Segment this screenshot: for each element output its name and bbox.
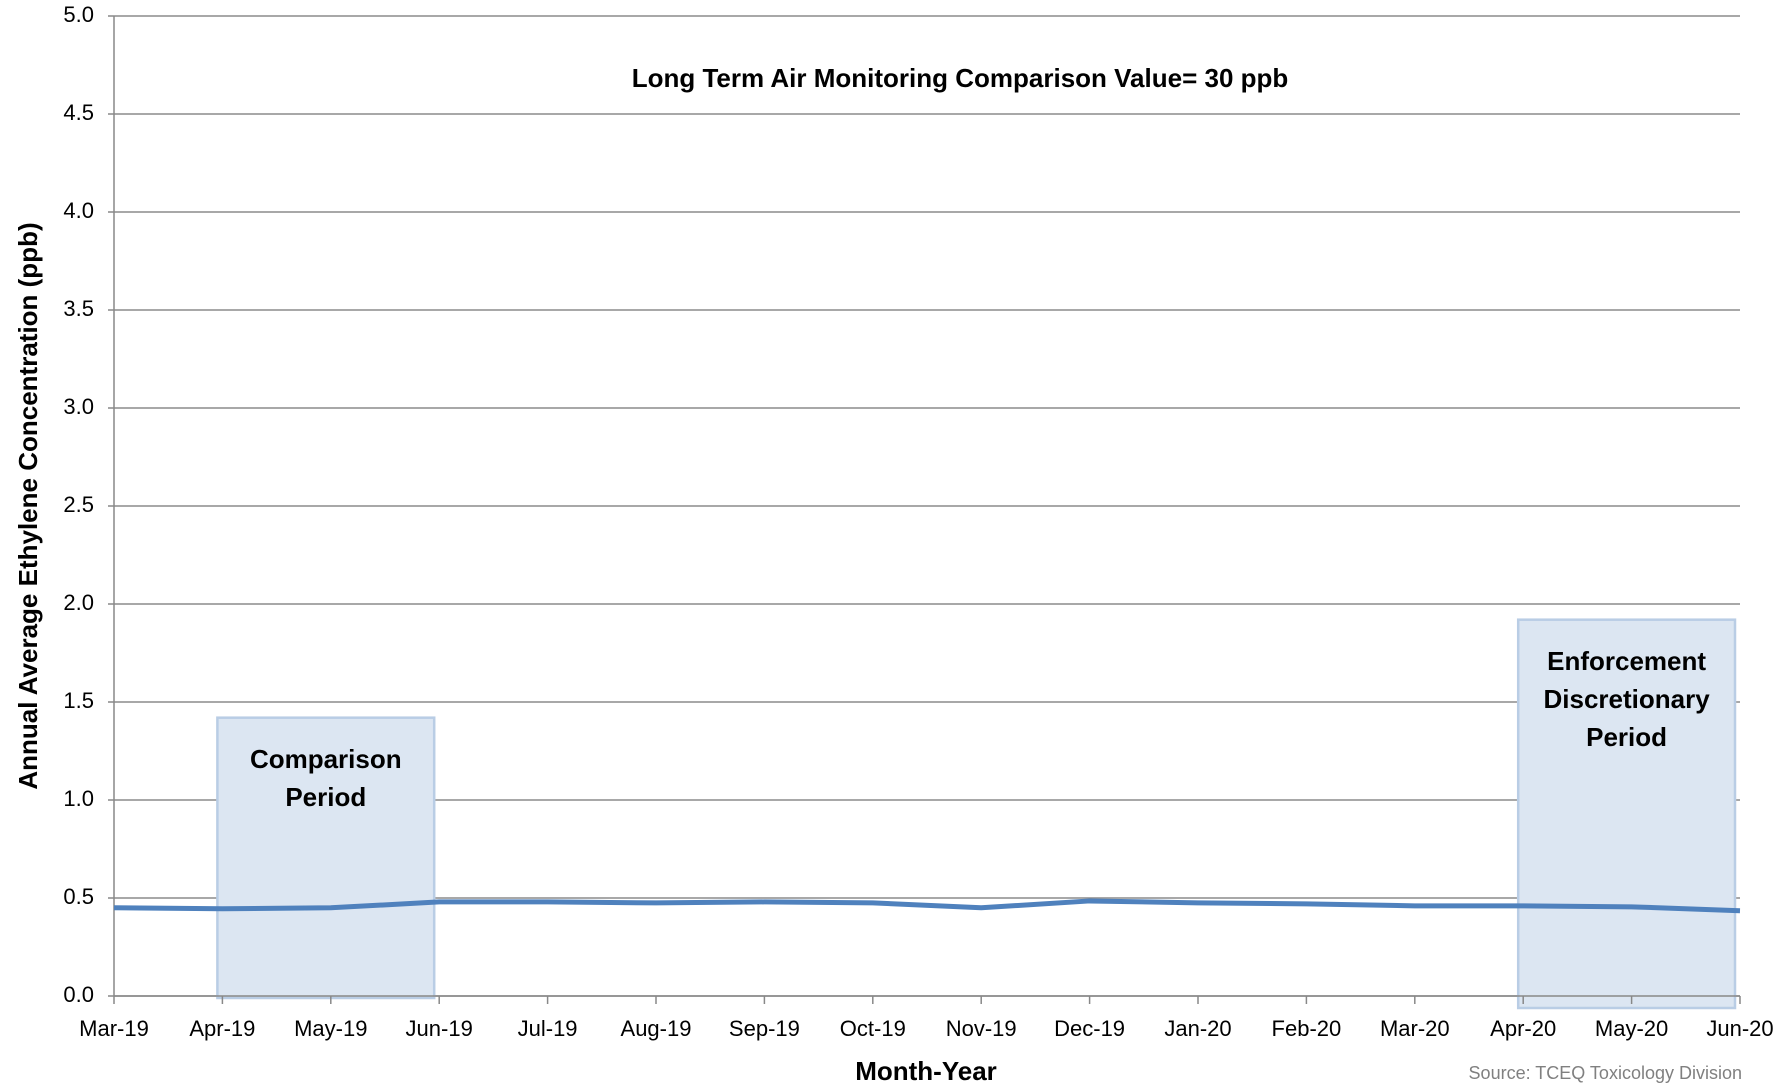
x-tick-label: Aug-19 [621,1016,692,1041]
y-tick-label: 0.0 [63,982,94,1007]
x-tick-label: Feb-20 [1272,1016,1342,1041]
x-tick-label: Oct-19 [840,1016,906,1041]
data-line [113,898,1741,914]
x-tick-label: Nov-19 [946,1016,1017,1041]
y-tick-label: 0.5 [63,884,94,909]
x-tick-label: Mar-19 [79,1016,149,1041]
y-tick-label: 3.0 [63,394,94,419]
x-tick-label: Mar-20 [1380,1016,1450,1041]
period-label-box: Comparison Period [249,743,402,812]
y-tick-label: 2.5 [63,492,94,517]
x-tick-label: Apr-20 [1490,1016,1556,1041]
x-tick-label: Jun-19 [406,1016,473,1041]
x-tick-label: Jan-20 [1164,1016,1231,1041]
x-tick-label: May-19 [294,1016,367,1041]
x-tick-label: Dec-19 [1054,1016,1125,1041]
y-tick-label: 5.0 [63,2,94,27]
y-tick-label: 1.5 [63,688,94,713]
x-tick-label: Jun-20 [1706,1016,1773,1041]
shaded-period [216,716,436,1000]
y-axis-title: Annual Average Ethylene Concentration (p… [13,222,43,789]
period-label-box: Enforcement Discretionary Period [1543,645,1710,752]
x-tick-label: May-20 [1595,1016,1668,1041]
chart-title: Long Term Air Monitoring Comparison Valu… [632,63,1289,93]
y-tick-label: 1.0 [63,786,94,811]
shaded-period [1516,618,1737,1010]
y-tick-label: 4.0 [63,198,94,223]
source-note: Source: TCEQ Toxicology Division [1469,1063,1742,1083]
period-label: Enforcement Discretionary Period [1543,645,1710,752]
y-tick-label: 2.0 [63,590,94,615]
x-tick-label: Apr-19 [189,1016,255,1041]
period-label: Comparison Period [249,743,402,812]
y-tick-label: 3.5 [63,296,94,321]
x-tick-label: Jul-19 [518,1016,578,1041]
y-tick-label: 4.5 [63,100,94,125]
x-axis-title: Month-Year [855,1056,997,1085]
x-tick-label: Sep-19 [729,1016,800,1041]
